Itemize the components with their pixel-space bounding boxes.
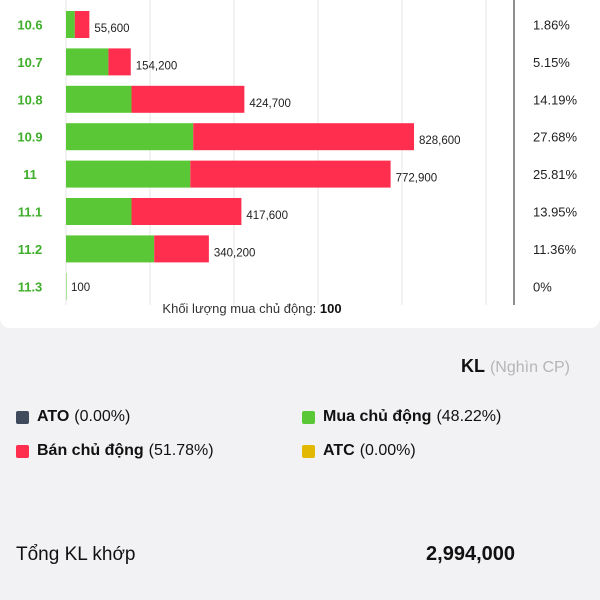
legend-pct-sell: (51.78%) [148,442,214,459]
bar-value-label: 424,700 [249,98,291,110]
price-label: 11.3 [18,279,43,294]
legend-pct-buy: (48.22%) [436,408,502,425]
total-value: 2,994,000 [426,543,515,565]
legend-name-atc: ATC [323,442,355,459]
buy-bar [66,235,155,263]
sell-bar [154,235,209,263]
volume-by-price-chart: 10.6 55,600 1.86% 10.7 154,200 5.15% 10.8 424,7… [17,0,578,316]
price-label: 10.6 [17,18,42,33]
price-label: 10.9 [17,130,42,145]
legend-swatch-buy [302,410,315,424]
sell-bar [108,48,131,76]
percent-label: 25.81% [533,167,578,182]
chart-card: 10.6 55,600 1.86% 10.7 154,200 5.15% 10.8 424,7… [0,0,600,328]
sell-bar [190,160,391,188]
buy-bar [66,85,132,113]
buy-bar [66,160,191,188]
buy-bar [66,272,67,300]
price-label: 10.8 [17,92,42,107]
bar-value-label: 100 [71,282,90,294]
price-label: 11 [23,167,37,182]
percent-label: 14.19% [533,92,578,107]
legend-item-buy[interactable]: Mua chủ động (48.22%) [302,408,501,426]
percent-label: 13.95% [533,205,578,220]
percent-label: 11.36% [533,242,577,257]
unit-kl: KL [460,356,485,376]
sell-bar [193,123,415,151]
buy-bar [66,198,132,225]
legend-swatch-sell [16,444,29,458]
legend-swatch-atc [302,444,315,458]
legend-pct-ato: (0.00%) [74,408,131,425]
legend-swatch-ato [16,410,29,424]
bar-value-label: 55,600 [94,23,129,35]
tooltip-text: Khối lượng mua chủ động: 100 [162,301,341,316]
legend-item-sell[interactable]: Bán chủ động (51.78%) [16,442,214,460]
price-label: 11.1 [18,205,43,220]
bar-value-label: 417,600 [246,210,288,222]
price-label: 11.2 [18,242,43,257]
total-label: Tổng KL khớp [16,543,136,565]
bar-value-label: 154,200 [136,60,178,72]
sell-bar [74,11,90,38]
sell-bar [131,85,245,113]
percent-label: 27.68% [533,130,578,145]
percent-label: 1.86% [533,18,570,33]
buy-bar [66,48,109,76]
bar-value-label: 828,600 [419,135,461,147]
legend-pct-atc: (0.00%) [359,442,416,459]
legend-item-ato[interactable]: ATO (0.00%) [16,408,130,426]
buy-bar [66,123,194,151]
sell-bar [131,198,242,225]
buy-bar [66,11,75,38]
legend-item-atc[interactable]: ATC (0.00%) [302,442,416,460]
unit-detail: (Nghìn CP) [489,359,570,376]
legend-name-ato: ATO [37,408,70,425]
total-matched-row: Tổng KL khớp 2,994,000 [16,543,515,566]
bar-value-label: 340,200 [214,247,256,259]
percent-label: 5.15% [533,55,570,70]
bar-value-label: 772,900 [396,173,438,185]
price-label: 10.7 [17,55,42,70]
unit-label: KL (Nghìn CP) [461,356,570,377]
percent-label: 0% [533,279,552,294]
legend-name-sell: Bán chủ động [37,442,144,459]
legend-name-buy: Mua chủ động [323,408,432,425]
